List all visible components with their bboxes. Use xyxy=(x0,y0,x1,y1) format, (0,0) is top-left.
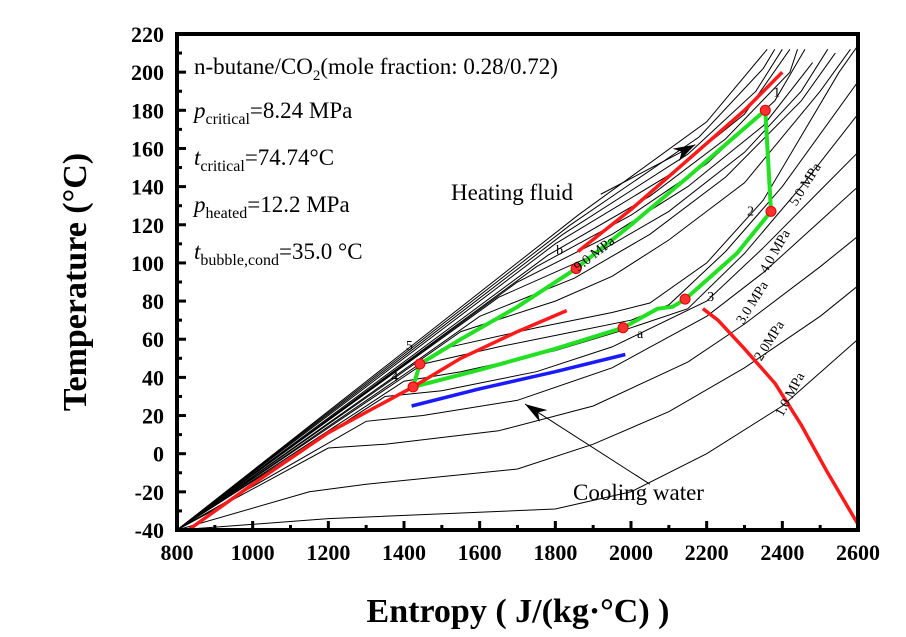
series-line-cycle xyxy=(411,108,773,389)
isobar-line-2 xyxy=(177,235,858,530)
isobar-label: 4.0 MPa xyxy=(757,227,794,276)
heating-fluid-arrow xyxy=(600,144,696,195)
y-tick-label: -40 xyxy=(135,518,164,543)
y-axis-ticks: -40 -20 0 20 40 60 80 100 120 140 160 180 200 220 xyxy=(131,22,186,543)
isobar-line-1 xyxy=(177,285,858,530)
state-point-4 xyxy=(407,381,419,393)
state-point-3 xyxy=(679,293,691,305)
state-point-b xyxy=(570,263,582,275)
isobar-lines xyxy=(177,45,858,530)
t-critical-label: tcritical=74.74°C xyxy=(194,145,334,175)
y-tick-label: 160 xyxy=(131,136,164,161)
isobar-label: 5.0 MPa xyxy=(787,160,825,209)
x-tick-label: 1400 xyxy=(382,540,426,565)
x-axis-title: Entropy ( J/(kg·°C) ) xyxy=(367,593,670,630)
isobar-line-8 xyxy=(177,49,851,530)
series-line-saturation-vapor xyxy=(701,307,858,526)
x-tick-label: 1800 xyxy=(533,540,577,565)
state-point-label-b: b xyxy=(556,244,563,259)
isobar-line-10 xyxy=(177,49,829,530)
x-axis-ticks: 800 1000 1200 1400 1600 1800 2000 2200 2400 2600 xyxy=(161,521,880,565)
y-tick-label: 120 xyxy=(131,213,164,238)
state-point-label-a: a xyxy=(637,327,644,342)
state-point-label-1: 1 xyxy=(773,85,780,100)
series-line-heating-fluid xyxy=(576,70,784,253)
isobar-line-3 xyxy=(177,186,858,530)
cooling-water-arrow-head xyxy=(525,404,548,422)
annotation-arrows xyxy=(524,144,696,485)
y-tick-label: -20 xyxy=(135,480,164,505)
isobar-line-0 xyxy=(177,338,858,530)
isobar-line-5 xyxy=(177,113,858,530)
y-axis-title: Temperature (°C) xyxy=(57,153,94,411)
y-tick-label: 20 xyxy=(142,404,164,429)
state-point-label-5: 5 xyxy=(406,339,413,354)
y-tick-label: 0 xyxy=(153,442,164,467)
state-point-a xyxy=(617,322,629,334)
isobar-line-12 xyxy=(177,49,806,530)
state-point-label-3: 3 xyxy=(707,290,714,305)
mixture-label: n-butane/CO2(mole fraction: 0.28/0.72) xyxy=(194,54,558,84)
isobar-label: 3.0 MPa xyxy=(734,278,772,327)
state-point-label-4: 4 xyxy=(391,370,398,385)
isobar-line-9 xyxy=(177,52,836,530)
isobar-line-17 xyxy=(177,48,768,530)
x-tick-label: 2000 xyxy=(609,540,653,565)
heating-fluid-arrow-head xyxy=(672,144,696,162)
cooling-water-arrow xyxy=(524,403,651,485)
t-bubble-label: tbubble,cond=35.0 °C xyxy=(194,239,363,269)
y-tick-label: 40 xyxy=(142,365,164,390)
isobar-line-6 xyxy=(177,81,858,530)
state-points: 1 2 3 a 4 5 b xyxy=(391,85,780,393)
y-tick-label: 220 xyxy=(131,22,164,47)
y-tick-label: 180 xyxy=(131,98,164,123)
y-tick-label: 100 xyxy=(131,251,164,276)
isobar-line-4 xyxy=(177,151,858,530)
isobar-line-16 xyxy=(177,49,776,530)
isobar-label: 1.0 MPa xyxy=(773,370,809,420)
y-tick-label: 140 xyxy=(131,175,164,200)
state-point-label-2: 2 xyxy=(747,204,754,219)
x-tick-label: 1200 xyxy=(306,540,350,565)
isobar-label: 2.0MPa xyxy=(752,318,788,364)
y-tick-label: 60 xyxy=(142,327,164,352)
series-line-cooling-water xyxy=(411,352,626,408)
isobar-line-7 xyxy=(177,45,858,530)
x-tick-label: 2200 xyxy=(685,540,729,565)
x-tick-label: 1000 xyxy=(231,540,275,565)
isobar-line-13 xyxy=(177,49,798,530)
state-point-2 xyxy=(765,205,777,217)
cooling-water-label: Cooling water xyxy=(573,480,704,505)
state-point-5 xyxy=(414,358,426,370)
isobar-line-15 xyxy=(177,49,783,530)
x-tick-label: 1600 xyxy=(458,540,502,565)
p-critical-label: pcritical=8.24 MPa xyxy=(192,98,352,128)
x-tick-label: 800 xyxy=(161,540,194,565)
x-tick-label: 2600 xyxy=(836,540,880,565)
p-heated-label: pheated=12.2 MPa xyxy=(192,192,350,222)
state-point-1 xyxy=(759,104,771,116)
heating-fluid-label: Heating fluid xyxy=(451,180,573,205)
x-tick-label: 2400 xyxy=(760,540,804,565)
y-tick-label: 80 xyxy=(142,289,164,314)
y-tick-label: 200 xyxy=(131,60,164,85)
